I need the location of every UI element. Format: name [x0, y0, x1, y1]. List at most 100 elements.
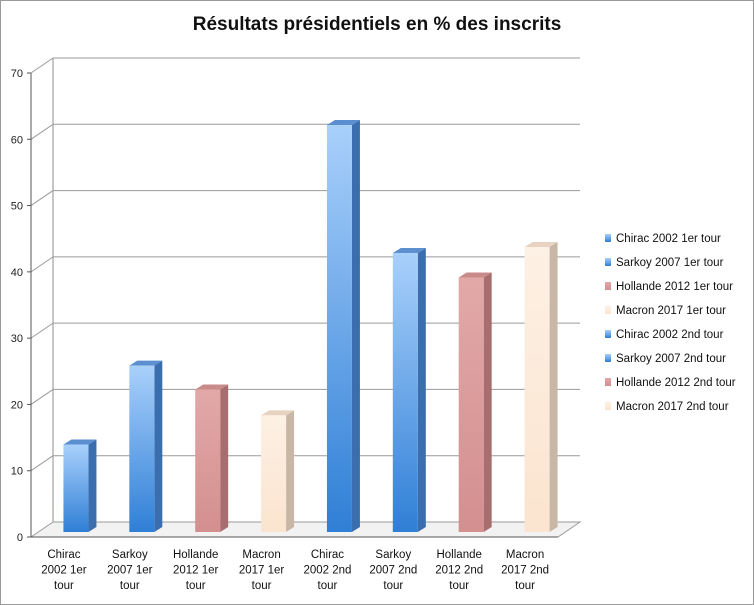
- legend-item: Chirac 2002 2nd tour: [605, 329, 724, 341]
- legend-item: Hollande 2012 1er tour: [605, 281, 733, 293]
- bar-side: [351, 120, 360, 533]
- legend-swatch: [605, 354, 611, 362]
- legend-swatch: [605, 234, 611, 242]
- y-tick-label: 10: [11, 466, 23, 478]
- x-tick-label-line: 2002 1er: [41, 565, 87, 577]
- x-tick-label-line: Macron: [506, 549, 544, 561]
- legend-swatch: [605, 378, 611, 386]
- bar-top: [392, 247, 426, 253]
- x-tick-label: Macron 2017 1er tour: [239, 549, 285, 592]
- bar-front: [195, 389, 221, 532]
- bar-side: [483, 272, 492, 532]
- x-tick-label-line: tour: [383, 580, 403, 592]
- gridline-diagonal: [30, 123, 54, 140]
- bar-top: [261, 410, 295, 416]
- legend-item: Sarkoy 2007 1er tour: [605, 257, 724, 269]
- legend-item: Chirac 2002 1er tour: [605, 233, 721, 245]
- legend-label: Macron 2017 2nd tour: [616, 401, 729, 413]
- bar-top: [524, 241, 558, 247]
- bar-side: [549, 241, 558, 532]
- x-tick-label-line: 2012 2nd: [435, 565, 483, 577]
- x-tick-label: Chirac 2002 2nd tour: [303, 549, 351, 592]
- bar-side: [417, 247, 426, 532]
- x-tick-label-line: tour: [515, 580, 535, 592]
- legend-label: Macron 2017 1er tour: [616, 305, 726, 317]
- legend-label: Chirac 2002 2nd tour: [616, 329, 724, 341]
- gridline-diagonal: [30, 389, 54, 405]
- x-tick-label-line: 2017 2nd: [501, 565, 549, 577]
- bar: [392, 247, 426, 532]
- legend-swatch: [605, 402, 611, 410]
- x-tick-label-line: Chirac: [47, 549, 80, 561]
- bar-side: [154, 360, 163, 532]
- bar: [261, 410, 295, 532]
- bar-front: [129, 365, 155, 532]
- legend-item: Hollande 2012 2nd tour: [605, 377, 736, 389]
- bar-top: [129, 360, 163, 366]
- x-tick-label-line: tour: [120, 580, 140, 592]
- bar-side: [220, 384, 229, 532]
- gridline-diagonal: [30, 256, 54, 273]
- legend-label: Hollande 2012 2nd tour: [616, 377, 736, 389]
- y-tick-label: 60: [11, 134, 23, 146]
- legend-label: Chirac 2002 1er tour: [616, 233, 721, 245]
- x-tick-label-line: Macron: [242, 549, 280, 561]
- legend-item: Sarkoy 2007 2nd tour: [605, 353, 726, 365]
- x-tick-label-line: Sarkoy: [375, 549, 411, 561]
- bar-front: [63, 444, 89, 532]
- x-tick-label-line: tour: [252, 580, 272, 592]
- legend-swatch: [605, 258, 611, 266]
- bar-top: [195, 384, 229, 390]
- x-tick-label: Hollande 2012 2nd tour: [435, 549, 483, 592]
- bar: [195, 384, 229, 532]
- y-tick-label: 20: [11, 399, 23, 411]
- x-tick-label-line: 2007 2nd: [369, 565, 417, 577]
- bar-side: [88, 439, 97, 532]
- bar: [129, 360, 163, 532]
- floor: [29, 521, 582, 538]
- gridline-diagonal: [30, 190, 54, 206]
- x-tick-label-line: 2002 2nd: [303, 565, 351, 577]
- bar-front: [326, 125, 352, 533]
- y-tick-label: 0: [17, 532, 23, 544]
- legend-item: Macron 2017 1er tour: [605, 305, 726, 317]
- x-tick-label-line: 2017 1er: [239, 565, 285, 577]
- legend-label: Sarkoy 2007 2nd tour: [616, 353, 726, 365]
- x-tick-label-line: tour: [318, 580, 338, 592]
- bar-top: [326, 120, 360, 126]
- bar-top: [63, 439, 97, 445]
- bar: [63, 439, 97, 532]
- x-tick-label: Hollande 2012 1er tour: [173, 549, 219, 592]
- gridline-diagonal: [30, 322, 54, 339]
- x-tick-label-line: Hollande: [173, 549, 218, 561]
- x-tick-label-line: 2012 1er: [173, 565, 219, 577]
- legend-swatch: [605, 306, 611, 314]
- x-tick-label-line: Hollande: [436, 549, 481, 561]
- legend-swatch: [605, 282, 611, 290]
- x-tick-label: Sarkoy 2007 1er tour: [107, 549, 153, 592]
- x-tick-label: Sarkoy 2007 2nd tour: [369, 549, 417, 592]
- y-tick-label: 40: [11, 267, 23, 279]
- chart-title: Résultats présidentiels en % des inscrit…: [192, 14, 562, 35]
- x-tick-label-line: Chirac: [311, 549, 344, 561]
- legend-swatch: [605, 330, 611, 338]
- gridline-diagonal: [30, 57, 54, 74]
- bar-front: [261, 415, 287, 532]
- x-tick-label-line: tour: [449, 580, 469, 592]
- bar-front: [524, 246, 550, 532]
- bar-front: [458, 277, 484, 532]
- legend-item: Macron 2017 2nd tour: [605, 401, 729, 413]
- x-tick-label-line: tour: [54, 580, 74, 592]
- x-tick-label-line: 2007 1er: [107, 565, 153, 577]
- y-tick-label: 70: [11, 68, 23, 80]
- y-tick-label: 50: [11, 201, 23, 213]
- y-tick-label: 30: [11, 333, 23, 345]
- bar-front: [392, 252, 418, 532]
- gridline-diagonal: [30, 455, 54, 472]
- x-tick-label-line: Sarkoy: [112, 549, 148, 561]
- legend-label: Hollande 2012 1er tour: [616, 281, 733, 293]
- bar-top: [458, 272, 492, 278]
- bar: [524, 241, 558, 532]
- bar: [458, 272, 492, 532]
